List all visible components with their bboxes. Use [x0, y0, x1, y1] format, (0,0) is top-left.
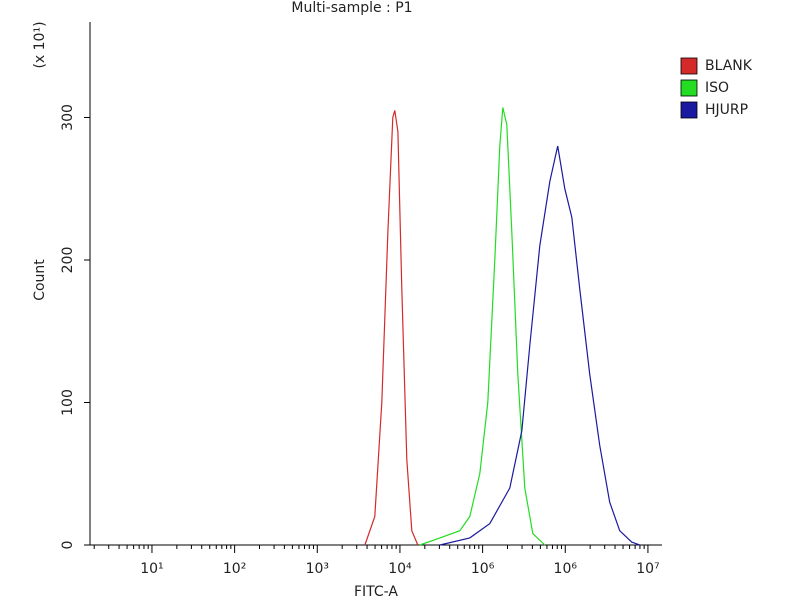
legend-label: ISO: [705, 80, 729, 96]
y-axis-label: Count: [32, 259, 48, 301]
legend-label: HJURP: [705, 102, 748, 118]
x-tick-label: 10⁴: [388, 561, 412, 577]
y-tick-label: 0: [60, 541, 76, 550]
y-multiplier-label: (x 10¹): [32, 21, 48, 68]
chart-title: Multi-sample : P1: [291, 0, 412, 16]
y-tick-label: 100: [60, 389, 76, 416]
x-tick-label: 10⁶: [471, 561, 495, 577]
series-line: [439, 145, 640, 546]
x-tick-label: 10¹: [140, 561, 163, 577]
legend-swatch: [680, 79, 698, 97]
legend-swatch: [680, 101, 698, 119]
x-tick-label: 10²: [223, 561, 246, 577]
x-tick-label: 10⁷: [636, 561, 659, 577]
x-axis-label: FITC-A: [354, 584, 398, 600]
legend-swatch: [680, 57, 698, 75]
legend-label: BLANK: [705, 58, 753, 74]
x-tick-label: 10³: [306, 561, 329, 577]
x-tick-label: 10⁶: [554, 561, 578, 577]
y-tick-label: 300: [60, 104, 76, 131]
y-tick-label: 200: [60, 247, 76, 274]
series-line: [419, 107, 546, 546]
series-line: [364, 110, 419, 546]
